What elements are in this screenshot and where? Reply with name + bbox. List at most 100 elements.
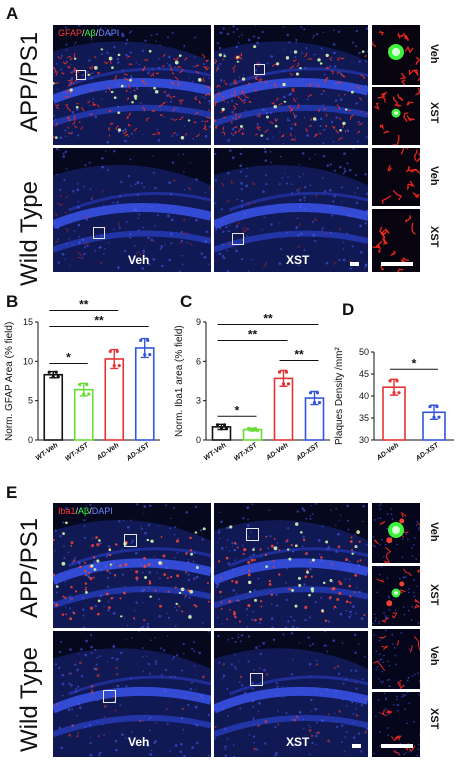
panel-e-row-label-app-ps1: APP/PS1 (16, 517, 43, 618)
significance-label: ** (248, 328, 258, 342)
data-point (277, 370, 282, 374)
data-point (435, 405, 439, 409)
data-point (108, 349, 112, 354)
panel-a-col-label-veh: Veh (128, 253, 150, 267)
data-point (317, 401, 322, 405)
data-point (246, 426, 251, 431)
data-point (388, 379, 392, 383)
y-tick-label: 40 (359, 391, 369, 401)
bar-ad-veh (273, 377, 294, 441)
data-point (54, 370, 58, 374)
x-tick-label: AD-Veh (95, 442, 120, 463)
data-point (312, 401, 317, 405)
panel-e-inset-3 (372, 629, 420, 689)
data-point (224, 427, 229, 431)
panel-a-row-label-wild-type: Wild Type (16, 181, 43, 286)
data-point (56, 375, 60, 379)
panel-a-roi-box (232, 233, 244, 245)
x-tick-label: WT-XST (64, 441, 90, 462)
y-tick-label: 0 (196, 435, 201, 445)
data-point (82, 392, 86, 396)
x-tick-label: AD-Veh (264, 442, 289, 463)
y-tick-label: 0 (28, 435, 33, 445)
data-point (222, 423, 227, 427)
chart-d: 30 35 40 45 50 AD-Veh AD-XST * Plaques Density /… (332, 300, 474, 480)
chart-d-svg: 30 35 40 45 50 AD-Veh AD-XST * (359, 347, 454, 463)
data-point (78, 383, 82, 387)
panel-a-app-xst-image (214, 25, 368, 145)
bar-ad-xst (134, 347, 155, 441)
x-tick-label: AD-XST (294, 441, 321, 463)
y-tick-label: 3 (196, 396, 201, 406)
panel-a-wt-veh-image (53, 148, 211, 272)
y-tick-label: 15 (23, 317, 33, 327)
significance-label: * (412, 356, 417, 370)
panel-e-col-label-xst: XST (286, 735, 310, 749)
data-point (437, 415, 441, 419)
significance-label: * (66, 351, 71, 365)
data-point (148, 352, 152, 357)
panel-b-letter: B (6, 292, 19, 311)
bar-ad-veh (104, 358, 125, 441)
data-point (51, 375, 55, 379)
y-tick-label: 35 (359, 413, 369, 423)
y-tick-label: 5 (28, 396, 33, 406)
y-axis-label: Norm. Iba1 area (% field) (174, 325, 185, 437)
panel-e-roi-box (246, 528, 259, 541)
y-axis-label: Norm. GFAP Area (% field) (4, 321, 15, 441)
panel-e-roi-box (124, 534, 137, 547)
x-tick-label: AD-XST (125, 441, 152, 463)
significance-label: ** (94, 314, 104, 328)
panel-a-wt-xst-image (214, 148, 368, 272)
y-tick-label: 10 (23, 356, 33, 366)
data-point (117, 363, 121, 368)
data-point (392, 391, 396, 395)
bar-wt-veh (43, 373, 64, 441)
data-point (85, 383, 89, 387)
x-tick-label: WT-Veh (35, 442, 60, 462)
panel-e-inset-1 (372, 503, 420, 563)
data-point (250, 428, 255, 433)
axis-line (205, 322, 330, 441)
panel-e-inset-label-xst: XST (428, 584, 440, 606)
x-tick-label: WT-XST (233, 441, 259, 462)
data-point (146, 338, 150, 343)
panel-a-app-veh-image (53, 25, 211, 145)
x-tick-label: AD-Veh (375, 442, 400, 463)
panel-a-inset-label-xst: XST (428, 102, 440, 124)
data-point (87, 392, 91, 396)
data-point (308, 391, 313, 395)
data-point (112, 363, 116, 368)
panel-e-scale-bar (352, 744, 361, 748)
panel-a-inset-scale-bar (381, 262, 413, 266)
panel-e-inset-2 (372, 566, 420, 626)
panel-e-wt-xst-image (214, 631, 368, 757)
data-point (281, 382, 286, 386)
panel-e-inset-label-xst: XST (428, 708, 440, 730)
panel-e-col-label-veh: Veh (128, 735, 150, 749)
panel-e-inset-label-veh: Veh (428, 646, 440, 666)
panel-a-inset-3 (372, 148, 420, 206)
panel-a-scale-bar (350, 262, 359, 266)
y-tick-label: 6 (196, 356, 201, 366)
data-point (428, 405, 432, 409)
panel-a-stain-legend: GFAP/Aβ/DAPI (58, 28, 120, 38)
data-point (286, 382, 291, 386)
panel-a-col-label-xst: XST (286, 253, 310, 267)
panel-a-inset-2 (372, 87, 420, 145)
x-tick-label: AD-XST (414, 441, 441, 463)
panel-e-row-label-wild-type: Wild Type (16, 647, 43, 752)
bar-wt-xst (73, 388, 94, 441)
panel-c-letter: C (180, 292, 193, 311)
data-point (215, 423, 220, 427)
significance-label: ** (294, 348, 304, 362)
data-point (397, 391, 401, 395)
panel-a-inset-label-xst: XST (428, 226, 440, 248)
panel-e-roi-box (250, 673, 263, 686)
data-point (139, 338, 143, 343)
panel-e-roi-box (103, 690, 116, 703)
panel-d-letter: D (342, 300, 355, 319)
panel-e-wt-veh-image (53, 631, 211, 757)
